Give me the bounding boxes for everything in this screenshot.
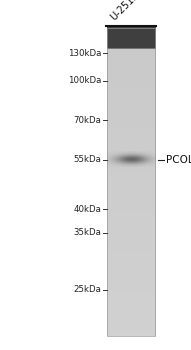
Text: 55kDa: 55kDa <box>73 155 101 164</box>
Text: U-251MG: U-251MG <box>108 0 147 22</box>
Text: 70kDa: 70kDa <box>73 116 101 125</box>
Bar <box>107 28 155 336</box>
Text: PCOLCE: PCOLCE <box>166 155 191 164</box>
Text: 35kDa: 35kDa <box>73 228 101 237</box>
Text: 100kDa: 100kDa <box>68 76 101 85</box>
Text: 25kDa: 25kDa <box>73 285 101 294</box>
Text: 130kDa: 130kDa <box>68 49 101 58</box>
Text: 40kDa: 40kDa <box>73 205 101 214</box>
